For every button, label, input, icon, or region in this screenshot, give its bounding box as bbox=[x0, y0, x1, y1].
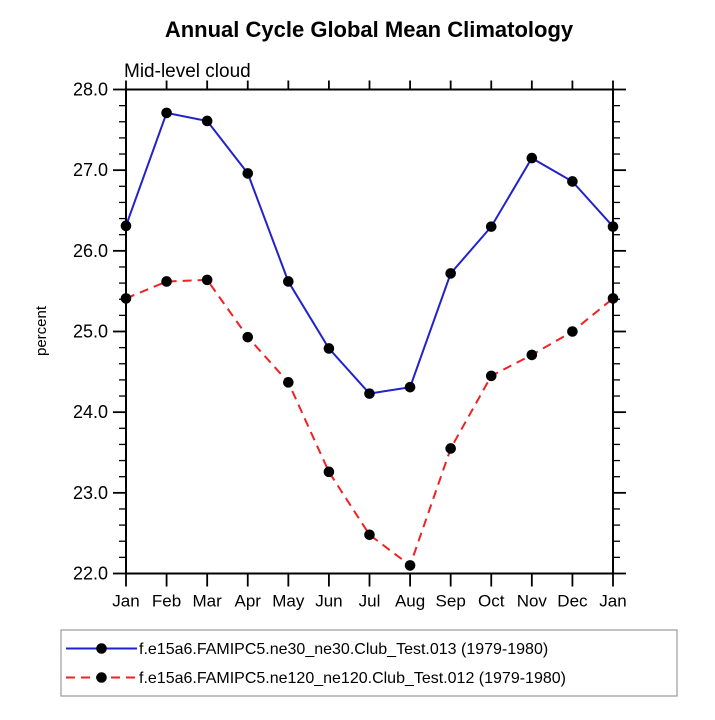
x-tick-label: Mar bbox=[193, 592, 223, 611]
y-tick-label: 28.0 bbox=[73, 80, 108, 100]
y-tick-label: 22.0 bbox=[73, 564, 108, 584]
axis-ticks: 22.0 23.0 24.0 25.0 26.0 27.0 28.0 Jan Feb Mar Apr… bbox=[73, 80, 627, 611]
data-point bbox=[283, 276, 294, 287]
data-point bbox=[323, 343, 335, 354]
x-tick-label: Jan bbox=[599, 592, 626, 611]
x-tick-label: Apr bbox=[235, 592, 262, 611]
x-tick-label: May bbox=[272, 592, 305, 611]
data-point bbox=[242, 168, 254, 179]
data-point bbox=[404, 560, 416, 571]
data-point bbox=[364, 388, 375, 399]
legend-item: f.e15a6.FAMIPC5.ne120_ne120.Club_Test.01… bbox=[66, 670, 566, 687]
data-point bbox=[242, 331, 254, 343]
data-point bbox=[445, 443, 456, 454]
y-tick-label: 23.0 bbox=[73, 483, 108, 503]
y-tick-label: 25.0 bbox=[73, 322, 108, 342]
x-tick-label: Oct bbox=[478, 592, 505, 611]
data-point bbox=[323, 466, 335, 478]
y-tick-label: 26.0 bbox=[73, 241, 108, 261]
data-point bbox=[485, 370, 497, 382]
series-line-0 bbox=[125, 111, 614, 395]
legend-box bbox=[60, 629, 678, 697]
x-tick-label: Jun bbox=[315, 592, 342, 611]
x-tick-label: Nov bbox=[517, 592, 548, 611]
data-point bbox=[201, 115, 213, 127]
chart-title: Annual Cycle Global Mean Climatology bbox=[165, 17, 574, 42]
data-point bbox=[526, 349, 538, 361]
data-point-markers bbox=[120, 107, 619, 571]
data-point bbox=[283, 377, 294, 388]
legend-marker bbox=[96, 643, 107, 654]
legend: f.e15a6.FAMIPC5.ne30_ne30.Club_Test.013 … bbox=[60, 629, 678, 697]
x-tick-label: Jul bbox=[359, 592, 381, 611]
legend-marker bbox=[96, 672, 107, 683]
data-point bbox=[485, 221, 497, 232]
legend-label: f.e15a6.FAMIPC5.ne120_ne120.Club_Test.01… bbox=[139, 670, 566, 687]
y-tick-label: 27.0 bbox=[73, 160, 108, 180]
y-axis-label: percent bbox=[33, 305, 50, 356]
x-tick-label: Dec bbox=[557, 592, 588, 611]
data-point bbox=[201, 274, 213, 286]
x-tick-label: Feb bbox=[152, 592, 181, 611]
legend-label: f.e15a6.FAMIPC5.ne30_ne30.Club_Test.013 … bbox=[139, 641, 548, 658]
data-point bbox=[567, 326, 578, 337]
y-tick-label: 24.0 bbox=[73, 402, 108, 422]
data-point bbox=[364, 529, 375, 541]
x-tick-label: Aug bbox=[395, 592, 425, 611]
data-point bbox=[404, 381, 416, 393]
x-tick-label: Sep bbox=[436, 592, 466, 611]
series-line-1 bbox=[125, 278, 614, 568]
x-tick-label: Jan bbox=[112, 592, 139, 611]
data-point bbox=[567, 176, 578, 187]
data-point bbox=[161, 107, 172, 119]
chart-subtitle: Mid-level cloud bbox=[124, 61, 251, 82]
data-point bbox=[526, 152, 538, 164]
legend-item: f.e15a6.FAMIPC5.ne30_ne30.Club_Test.013 … bbox=[66, 641, 548, 658]
data-point bbox=[445, 268, 456, 279]
data-point bbox=[161, 276, 172, 287]
series-lines bbox=[125, 111, 614, 568]
plot-frame bbox=[125, 88, 614, 575]
